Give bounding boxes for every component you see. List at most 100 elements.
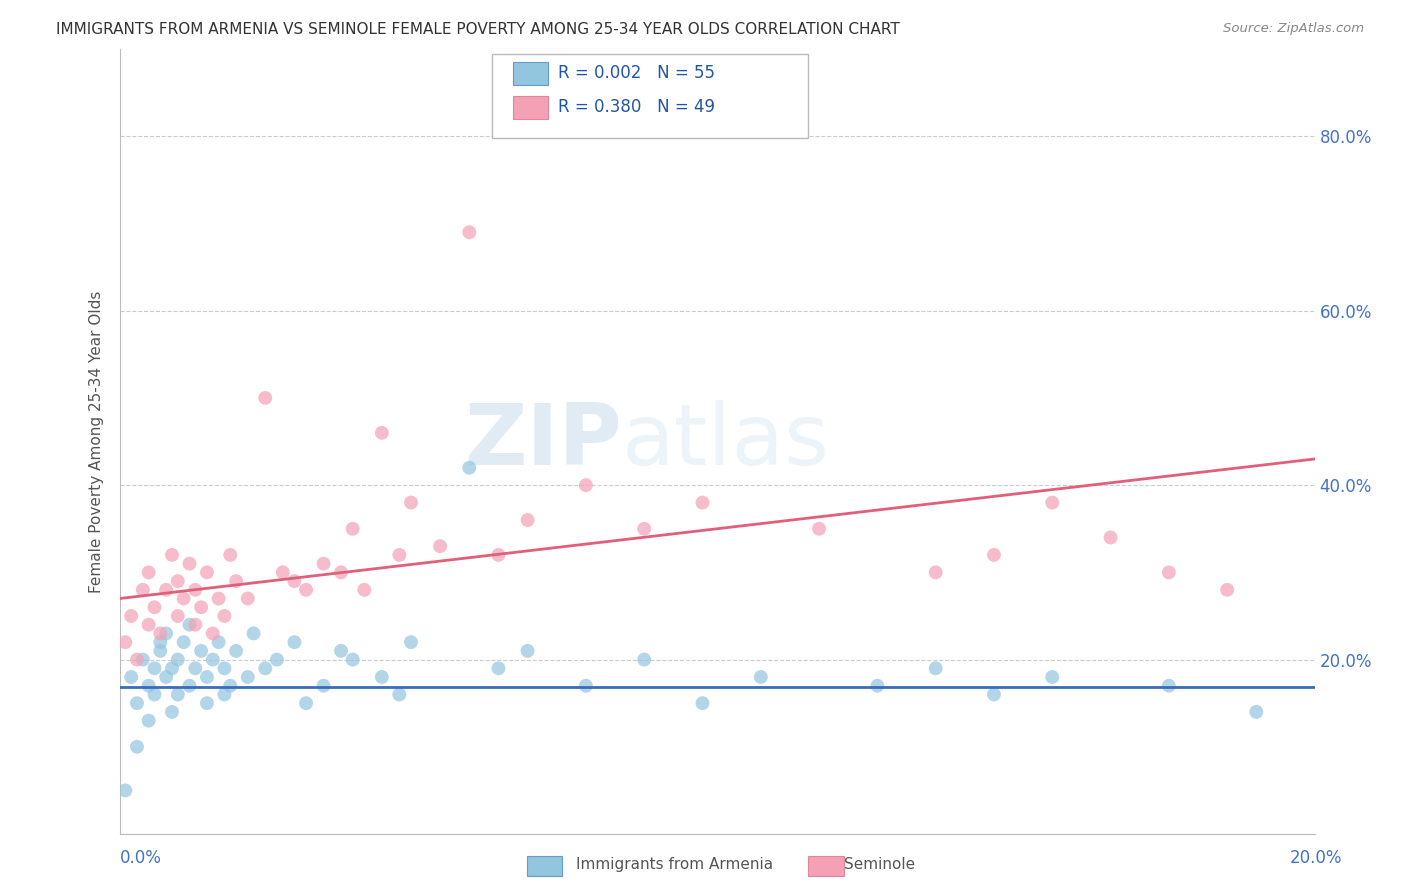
Point — [179, 679, 201, 693]
Point — [149, 644, 172, 658]
Point — [692, 495, 714, 509]
Point — [143, 688, 166, 702]
Point — [179, 617, 201, 632]
Point — [692, 696, 714, 710]
Point — [207, 635, 229, 649]
Point — [219, 679, 242, 693]
Point — [155, 582, 177, 597]
Text: 0.0%: 0.0% — [120, 849, 162, 867]
Point — [120, 670, 142, 684]
Point — [132, 582, 155, 597]
Point — [184, 661, 207, 675]
Point — [214, 661, 236, 675]
Point — [342, 522, 364, 536]
Point — [225, 574, 247, 588]
Text: 20.0%: 20.0% — [1291, 849, 1343, 867]
Point — [236, 670, 259, 684]
Point — [1040, 670, 1063, 684]
Point — [399, 495, 422, 509]
Point — [138, 679, 160, 693]
Point — [353, 582, 375, 597]
Text: Source: ZipAtlas.com: Source: ZipAtlas.com — [1223, 22, 1364, 36]
Point — [295, 696, 318, 710]
Point — [808, 522, 831, 536]
Point — [983, 688, 1005, 702]
Point — [388, 688, 411, 702]
Point — [388, 548, 411, 562]
Point — [160, 661, 183, 675]
Point — [575, 679, 598, 693]
Point — [195, 670, 218, 684]
Point — [575, 478, 598, 492]
Point — [488, 548, 510, 562]
Point — [166, 688, 188, 702]
Point — [190, 644, 212, 658]
Point — [983, 548, 1005, 562]
Point — [207, 591, 229, 606]
Point — [371, 425, 394, 440]
Point — [271, 566, 294, 580]
Text: R = 0.002   N = 55: R = 0.002 N = 55 — [558, 64, 716, 82]
Point — [160, 548, 183, 562]
Point — [201, 652, 224, 666]
Point — [173, 635, 195, 649]
Point — [125, 652, 148, 666]
Point — [1246, 705, 1268, 719]
Point — [866, 679, 889, 693]
Point — [924, 661, 946, 675]
Point — [143, 600, 166, 615]
Point — [195, 566, 218, 580]
Point — [173, 591, 195, 606]
Point — [166, 574, 188, 588]
Point — [458, 460, 481, 475]
Text: R = 0.380   N = 49: R = 0.380 N = 49 — [558, 98, 716, 116]
Point — [166, 652, 188, 666]
Point — [179, 557, 201, 571]
Point — [330, 644, 353, 658]
Point — [399, 635, 422, 649]
Point — [633, 652, 655, 666]
Point — [924, 566, 946, 580]
Point — [371, 670, 394, 684]
Point — [166, 609, 188, 624]
Point — [1157, 679, 1180, 693]
Point — [138, 617, 160, 632]
Point — [342, 652, 364, 666]
Point — [138, 714, 160, 728]
Point — [114, 783, 136, 797]
Point — [219, 548, 242, 562]
Point — [254, 391, 277, 405]
Point — [195, 696, 218, 710]
Point — [155, 670, 177, 684]
Point — [749, 670, 772, 684]
Point — [149, 626, 172, 640]
Point — [1040, 495, 1063, 509]
Text: IMMIGRANTS FROM ARMENIA VS SEMINOLE FEMALE POVERTY AMONG 25-34 YEAR OLDS CORRELA: IMMIGRANTS FROM ARMENIA VS SEMINOLE FEMA… — [56, 22, 900, 37]
Point — [312, 557, 335, 571]
Text: atlas: atlas — [621, 400, 830, 483]
Point — [283, 635, 305, 649]
Point — [132, 652, 155, 666]
Text: ZIP: ZIP — [464, 400, 621, 483]
Point — [488, 661, 510, 675]
Point — [330, 566, 353, 580]
Point — [190, 600, 212, 615]
Point — [214, 609, 236, 624]
Point — [160, 705, 183, 719]
Point — [120, 609, 142, 624]
Text: Seminole: Seminole — [844, 857, 915, 872]
Point — [266, 652, 288, 666]
Point — [242, 626, 264, 640]
Point — [516, 513, 538, 527]
Point — [125, 739, 148, 754]
Point — [201, 626, 224, 640]
Point — [312, 679, 335, 693]
Y-axis label: Female Poverty Among 25-34 Year Olds: Female Poverty Among 25-34 Year Olds — [89, 291, 104, 592]
Point — [225, 644, 247, 658]
Point — [149, 635, 172, 649]
Point — [283, 574, 305, 588]
Point — [155, 626, 177, 640]
Point — [138, 566, 160, 580]
Point — [184, 582, 207, 597]
Point — [295, 582, 318, 597]
